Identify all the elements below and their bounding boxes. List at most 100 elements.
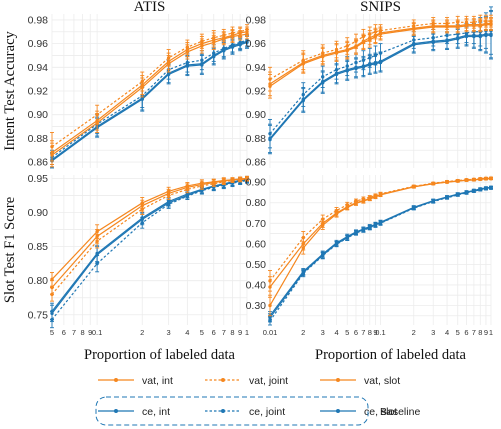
data-point — [445, 195, 449, 199]
data-point — [345, 69, 349, 73]
x-tick-label: 3 — [431, 328, 435, 337]
data-point — [334, 72, 339, 77]
data-point — [361, 227, 366, 231]
y-tick-label: 0.86 — [28, 157, 49, 169]
y-tick-label: 0.90 — [28, 207, 49, 219]
panel-atis-slot: 0.750.800.850.900.955 6 7 8 9 0.1 2 3 4 5 6 7 8 9 1Slo… — [2, 173, 249, 363]
legend-item-vat-slot: vat, slot — [320, 375, 400, 387]
data-point — [321, 54, 325, 59]
x-tick-label: 7 — [222, 328, 226, 337]
x-tick-label: 6 — [464, 328, 468, 337]
x-tick-label: 5 — [50, 328, 54, 337]
x-axis-label: Proportion of labeled data — [315, 347, 467, 363]
series-line — [51, 40, 248, 161]
data-point — [484, 22, 488, 27]
legend-swatch-marker — [336, 409, 340, 413]
series-vat-int — [50, 26, 249, 165]
data-point — [361, 65, 366, 70]
data-point — [456, 179, 460, 183]
series-vat-slot — [268, 176, 493, 317]
legend-label: ce, int — [142, 406, 170, 418]
data-point — [321, 81, 325, 85]
data-point — [484, 186, 488, 190]
data-point — [456, 37, 460, 41]
data-point — [345, 234, 349, 239]
data-point — [472, 24, 476, 28]
series-line — [51, 41, 248, 162]
data-point — [373, 222, 378, 227]
data-point — [301, 246, 305, 250]
x-tick-label: 4 — [334, 328, 338, 337]
data-point — [321, 223, 325, 228]
legend-swatch-marker — [114, 409, 118, 413]
y-tick-label: 0.92 — [246, 86, 267, 98]
data-point — [373, 34, 378, 39]
data-point — [345, 49, 349, 53]
data-point — [478, 177, 482, 182]
x-tick-label: 4 — [185, 328, 189, 337]
data-point — [489, 185, 493, 190]
y-tick-label: 0.86 — [246, 157, 267, 169]
data-point — [200, 181, 204, 185]
x-tick-label: 8 — [368, 328, 372, 337]
data-point — [478, 24, 482, 28]
data-point — [200, 44, 204, 48]
baseline-label: Baseline — [380, 406, 420, 418]
legend-swatch-marker — [114, 378, 118, 382]
data-point — [412, 205, 416, 209]
data-point — [185, 184, 190, 188]
legend-item-vat-int: vat, int — [98, 375, 173, 387]
data-point — [484, 177, 488, 181]
data-point — [95, 229, 99, 234]
data-point — [321, 217, 325, 221]
data-point — [238, 43, 242, 47]
data-point — [230, 34, 235, 39]
x-tick-label: 6 — [62, 328, 66, 337]
data-point — [166, 72, 171, 77]
data-point — [464, 190, 469, 194]
x-tick-label: 5 — [200, 328, 204, 337]
y-tick-label: 0.60 — [246, 238, 267, 250]
x-tick-label: 5 — [345, 328, 349, 337]
x-tick-label: 7 — [72, 328, 76, 337]
data-point — [50, 153, 54, 157]
series-line — [51, 177, 248, 288]
data-point — [368, 224, 372, 229]
data-point — [489, 33, 493, 38]
x-tick-label: 7 — [361, 328, 365, 337]
x-tick-label: 9 — [238, 328, 242, 337]
x-tick-label: 7 — [472, 328, 476, 337]
x-tick-label: 6 — [212, 328, 216, 337]
data-point — [166, 62, 171, 66]
data-point — [334, 51, 339, 55]
series-vat-slot — [50, 28, 249, 168]
data-point — [185, 64, 190, 68]
data-point — [456, 192, 460, 196]
grid — [51, 175, 248, 325]
data-point — [50, 309, 54, 314]
data-point — [472, 178, 476, 182]
legend-item-ce-joint: ce, joint — [205, 406, 285, 418]
data-point — [378, 193, 383, 197]
data-point — [489, 176, 493, 181]
data-point — [222, 49, 226, 53]
y-tick-label: 0.94 — [28, 62, 49, 74]
y-tick-label: 0.50 — [246, 259, 267, 271]
y-tick-label: 0.80 — [246, 197, 267, 209]
data-point — [245, 176, 249, 181]
legend: vat, int vat, joint vat, slot ce, int ce, jo… — [95, 375, 420, 426]
data-point — [464, 24, 469, 28]
y-tick-label: 0.40 — [246, 279, 267, 291]
data-point — [368, 63, 372, 67]
data-point — [334, 241, 339, 245]
data-point — [140, 85, 144, 90]
y-tick-label: 0.70 — [246, 218, 267, 230]
legend-item-vat-joint: vat, joint — [205, 375, 288, 387]
data-point — [431, 182, 435, 186]
data-point — [412, 185, 416, 189]
data-point — [95, 239, 99, 243]
data-point — [345, 205, 349, 210]
legend-item-ce-slot: ce, slot — [320, 406, 397, 418]
data-point — [268, 84, 272, 88]
y-tick-label: 0.94 — [246, 62, 267, 74]
